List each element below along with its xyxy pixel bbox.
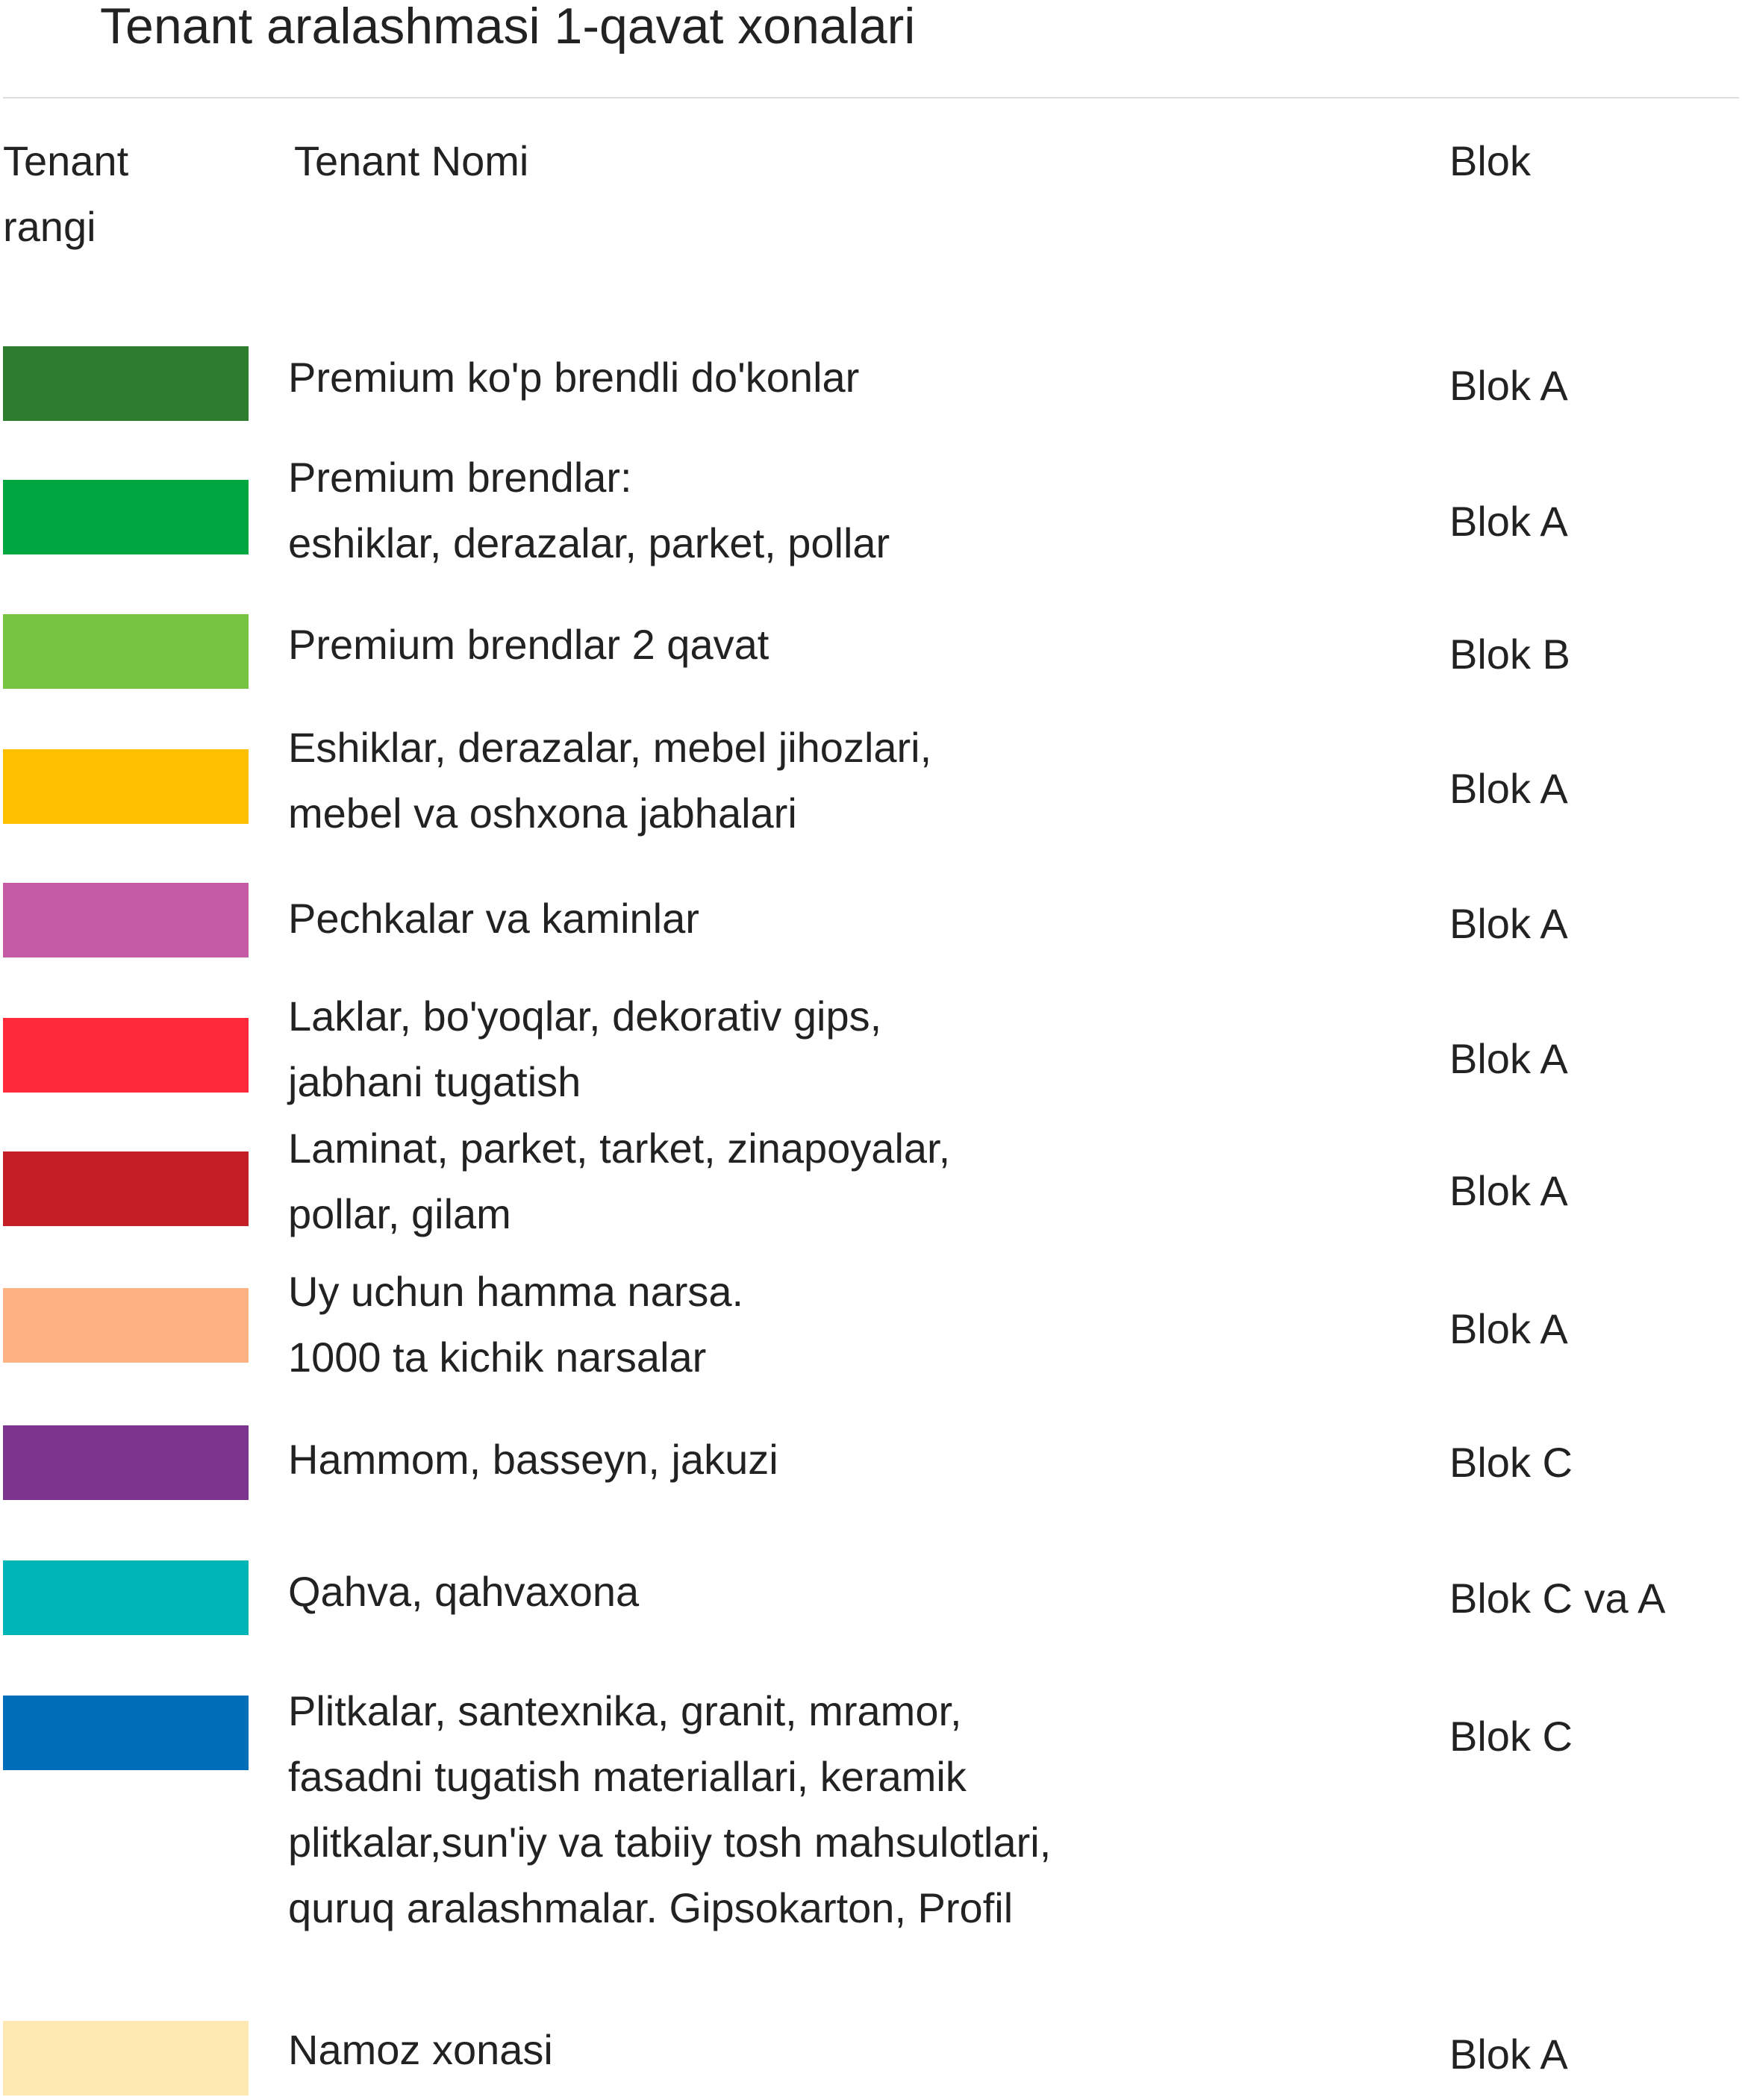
tenant-name: Plitkalar, santexnika, granit, mramor, xyxy=(288,1687,962,1734)
tenant-name: quruq aralashmalar. Gipsokarton, Profil xyxy=(288,1884,1013,1931)
tenant-name: Hammom, basseyn, jakuzi xyxy=(288,1436,778,1483)
block-label: Blok A xyxy=(1449,1305,1568,1352)
title: Tenant aralashmasi 1-qavat xonalari xyxy=(100,0,915,54)
color-swatch xyxy=(3,2021,249,2096)
tenant-name: fasadni tugatish materiallari, keramik xyxy=(288,1753,967,1800)
tenant-name: pollar, gilam xyxy=(288,1190,511,1237)
tenant-name: jabhani tugatish xyxy=(287,1058,581,1105)
tenant-name: mebel va oshxona jabhalari xyxy=(288,790,797,837)
header-name: Tenant Nomi xyxy=(294,137,528,184)
block-label: Blok A xyxy=(1449,498,1568,545)
block-label: Blok A xyxy=(1449,2031,1568,2078)
color-swatch xyxy=(3,1151,249,1226)
tenant-name: Laklar, bo'yoqlar, dekorativ gips, xyxy=(288,993,881,1040)
block-label: Blok C xyxy=(1449,1439,1573,1486)
color-swatch xyxy=(3,480,249,554)
header-color: rangi xyxy=(3,203,96,250)
color-swatch xyxy=(3,1696,249,1770)
color-swatch xyxy=(3,1288,249,1363)
block-label: Blok C va A xyxy=(1449,1575,1666,1622)
color-swatch xyxy=(3,1560,249,1635)
tenant-name: eshiklar, derazalar, parket, pollar xyxy=(288,519,890,566)
tenant-name: Uy uchun hamma narsa. xyxy=(288,1268,743,1315)
block-label: Blok B xyxy=(1449,631,1570,678)
tenant-name: Pechkalar va kaminlar xyxy=(288,895,699,942)
tenant-name: Eshiklar, derazalar, mebel jihozlari, xyxy=(288,724,931,771)
tenant-name: Qahva, qahvaxona xyxy=(288,1568,640,1615)
block-label: Blok A xyxy=(1449,362,1568,409)
block-label: Blok A xyxy=(1449,900,1568,947)
block-label: Blok A xyxy=(1449,1167,1568,1214)
header-color: Tenant xyxy=(3,137,129,184)
block-label: Blok A xyxy=(1449,1035,1568,1082)
header-block: Blok xyxy=(1449,137,1532,184)
tenant-name: Namoz xonasi xyxy=(288,2026,553,2073)
tenant-name: Laminat, parket, tarket, zinapoyalar, xyxy=(288,1125,950,1172)
color-swatch xyxy=(3,1425,249,1500)
color-swatch xyxy=(3,1018,249,1093)
color-swatch xyxy=(3,749,249,824)
tenant-name: plitkalar,sun'iy va tabiiy tosh mahsulot… xyxy=(288,1819,1051,1866)
color-swatch xyxy=(3,346,249,421)
block-label: Blok C xyxy=(1449,1713,1573,1760)
color-swatch xyxy=(3,614,249,689)
tenant-name: Premium brendlar 2 qavat xyxy=(288,621,769,668)
tenant-name: Premium brendlar: xyxy=(288,454,632,501)
tenant-name: Premium ko'p brendli do'konlar xyxy=(288,354,859,401)
block-label: Blok A xyxy=(1449,765,1568,812)
color-swatch xyxy=(3,883,249,957)
tenant-name: 1000 ta kichik narsalar xyxy=(288,1334,706,1381)
